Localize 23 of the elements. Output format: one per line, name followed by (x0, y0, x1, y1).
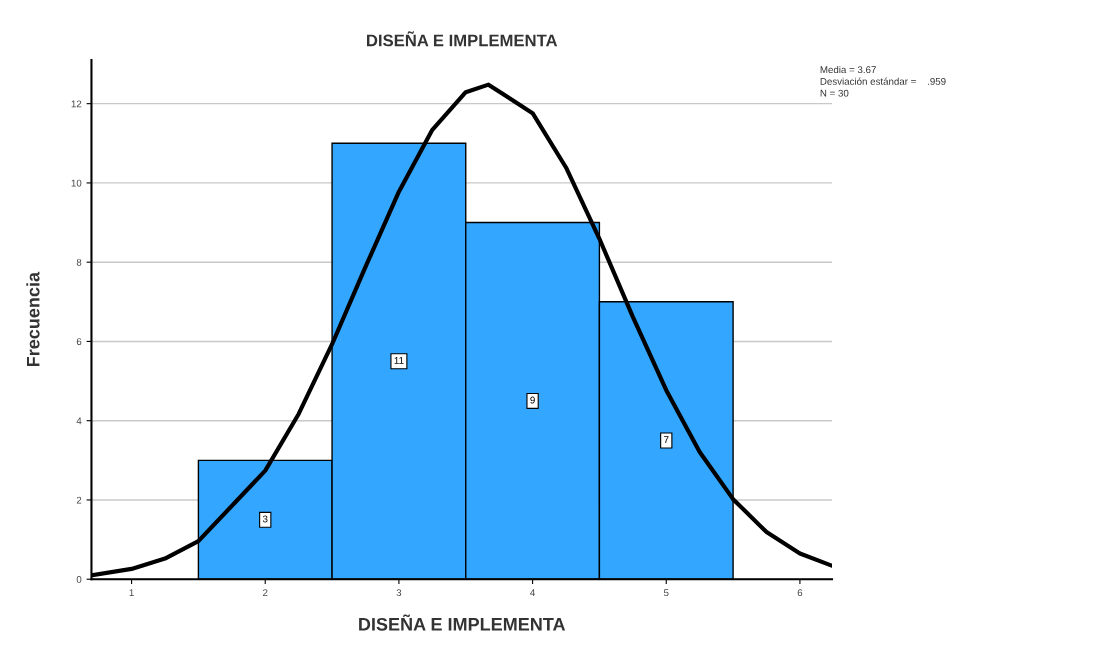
x-tick-label: 4 (530, 589, 535, 596)
data-label: 3 (262, 515, 268, 523)
data-label: 9 (530, 396, 535, 404)
x-tick-label: 1 (129, 589, 134, 596)
annotation: Media = 3.67 (820, 65, 876, 74)
annotation: Desviación estándar = .959 (820, 77, 946, 85)
y-tick-label: 12 (71, 100, 82, 108)
y-tick-label: 0 (76, 575, 82, 583)
x-tick-label: 5 (663, 589, 669, 597)
y-tick-label: 6 (76, 338, 82, 346)
chart-title: DISEÑA E IMPLEMENTA (367, 31, 558, 47)
y-tick-label: 8 (76, 258, 82, 266)
x-axis-title: DISEÑA E IMPLEMENTA (359, 614, 566, 631)
data-label: 11 (394, 357, 404, 364)
y-axis-title: Frecuencia (26, 271, 40, 367)
annotation: N = 30 (820, 89, 849, 97)
y-tick-label: 10 (71, 179, 82, 187)
x-tick-label: 3 (396, 589, 402, 597)
x-tick-label: 2 (263, 589, 268, 596)
y-tick-label: 2 (76, 496, 82, 504)
x-tick-label: 6 (797, 589, 803, 597)
data-label: 7 (664, 436, 669, 444)
y-tick-label: 4 (76, 417, 82, 425)
